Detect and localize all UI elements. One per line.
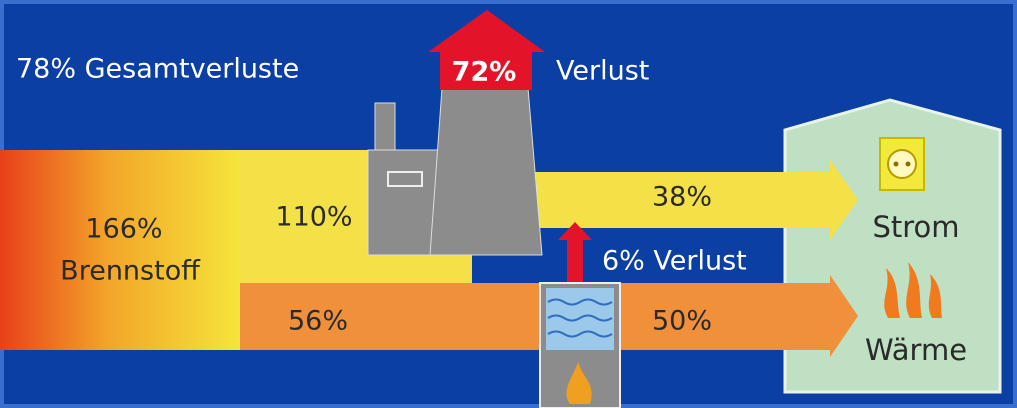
plant-building xyxy=(368,150,440,255)
cooling-tower xyxy=(430,88,542,255)
chp-input-value: 56% xyxy=(288,306,348,337)
socket-pin xyxy=(906,162,911,167)
fuel-label: Brennstoff xyxy=(60,256,201,287)
chp-loss: 6% Verlust xyxy=(602,246,747,277)
heat-value: 50% xyxy=(652,306,712,337)
fuel-value: 166% xyxy=(85,214,162,245)
plant-loss-value: 72% xyxy=(452,57,517,88)
electricity-value: 38% xyxy=(652,182,712,213)
plant-input-value: 110% xyxy=(275,202,352,233)
socket-face xyxy=(888,150,916,178)
total-loss: 78% Gesamtverluste xyxy=(16,54,299,85)
chimney xyxy=(375,103,395,153)
socket-pin xyxy=(894,162,899,167)
electricity-label: Strom xyxy=(872,210,959,244)
energy-diagram: 78% Gesamtverluste 72% Verlust 166% Bren… xyxy=(0,0,1017,408)
plant-loss-label: Verlust xyxy=(556,56,649,87)
heat-label: Wärme xyxy=(865,333,967,367)
fuel-box xyxy=(0,150,240,350)
